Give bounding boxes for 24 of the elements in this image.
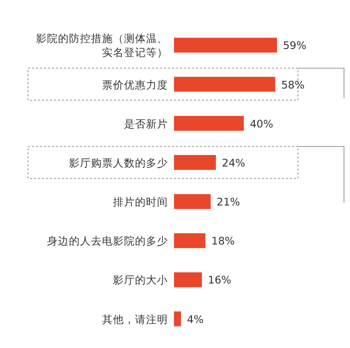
data-label: 58% <box>281 79 305 92</box>
y-tick-label: 是否新片 <box>124 117 168 130</box>
y-tick-label: 排片的时间 <box>113 196 168 209</box>
bar <box>174 116 244 131</box>
bar <box>174 76 276 92</box>
bar <box>174 311 181 326</box>
y-tick-label: 其他，请注明 <box>102 312 168 326</box>
y-tick-label: 影厅的大小 <box>113 274 168 287</box>
bar <box>174 38 277 53</box>
bar <box>174 155 216 170</box>
data-label: 21% <box>216 196 240 209</box>
bar <box>174 194 211 209</box>
data-label: 4% <box>186 314 204 326</box>
y-tick-label: 票价优惠力度 <box>102 78 168 92</box>
bar <box>174 233 206 248</box>
bar <box>174 272 202 288</box>
data-label: 16% <box>208 274 232 287</box>
data-label: 24% <box>222 157 246 170</box>
data-label: 40% <box>250 118 274 130</box>
data-label: 18% <box>211 236 235 248</box>
y-tick-label: 身边的人去电影院的多少 <box>47 234 168 248</box>
data-label: 59% <box>283 40 306 52</box>
y-tick-label: 影厅购票人数的多少 <box>69 156 168 170</box>
y-tick-label: 影院的防控措施（测体温、实名登记等） <box>36 32 168 60</box>
